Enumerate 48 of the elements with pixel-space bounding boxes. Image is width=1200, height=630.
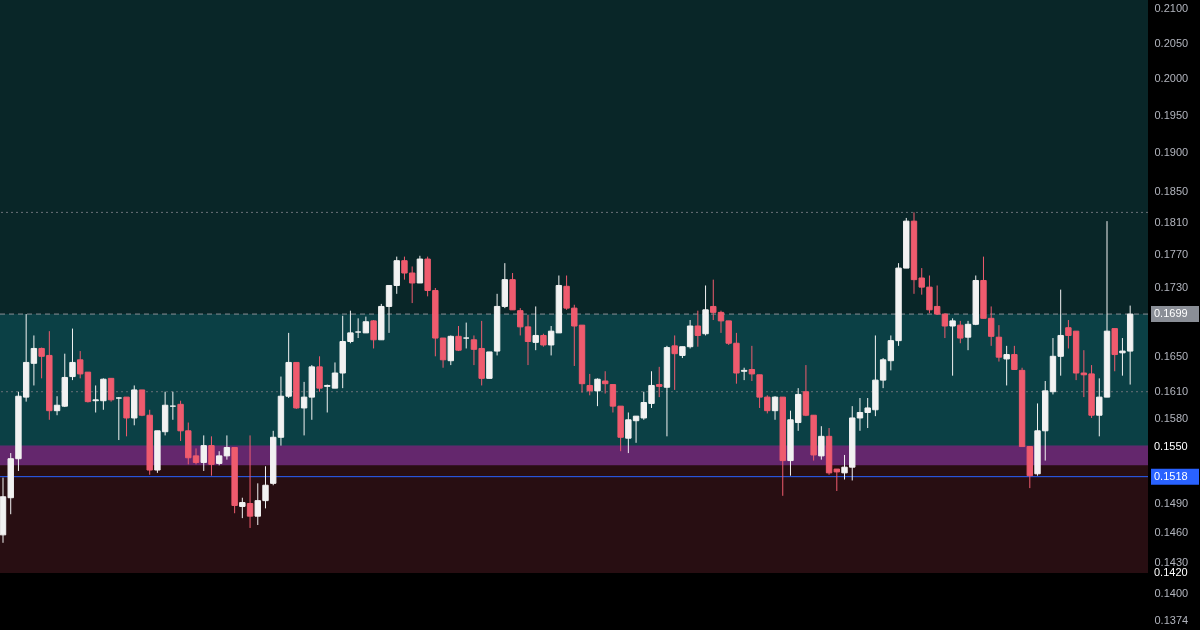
candlestick [532,305,539,351]
y-tick-label: 0.1650 [1154,349,1189,362]
candlestick [69,328,76,381]
candlestick [656,366,663,398]
ref-line-label: 0.1699 [1154,307,1188,320]
candlestick [208,435,215,477]
candlestick [957,320,964,344]
y-tick-label: 0.1374 [1154,614,1189,627]
y-tick-label: 0.1490 [1154,497,1189,510]
y-tick-label: 0.1460 [1154,526,1189,539]
y-tick-label: 0.1900 [1154,146,1189,159]
candlestick [200,434,207,472]
candlestick [416,255,424,284]
ref-line-label: 0.1518 [1154,469,1188,482]
candlestick [169,391,177,421]
candlestick [671,334,678,391]
candlestick [115,396,123,441]
candlestick [995,324,1003,363]
candlestick [949,317,956,377]
candlestick [316,355,323,393]
y-tick-label: 0.2100 [1154,1,1189,14]
y-tick-label: 0.1770 [1154,248,1189,261]
candlestick [586,373,593,396]
candlestick [771,395,779,421]
candlestick [818,425,825,461]
y-tick-label: 0.1950 [1154,108,1189,121]
y-tick-label: 0.1850 [1154,184,1189,197]
y-tick-label: 0.2000 [1154,72,1189,85]
candlestick [107,377,115,403]
candlestick [594,377,601,407]
y-tick-label: 0.2050 [1154,36,1189,49]
candlestick [702,284,709,336]
candlestick [239,497,246,519]
candlestick [1003,345,1010,386]
candlestick [455,325,462,352]
y-tick-label: 0.1610 [1154,385,1189,398]
y-tick-label: 0.1580 [1154,412,1189,425]
y-tick-label: 0.1730 [1154,281,1189,294]
candlestick [123,396,130,437]
band-label: 0.1550 [1154,439,1188,452]
candlestick [370,319,377,349]
candlestick [694,310,702,348]
y-tick-label: 0.1400 [1154,586,1189,599]
candlestick [246,434,254,529]
candlestick [463,322,470,349]
y-tick-label: 0.1810 [1154,216,1189,229]
candlestick [601,370,609,395]
candlestick [1011,345,1018,370]
